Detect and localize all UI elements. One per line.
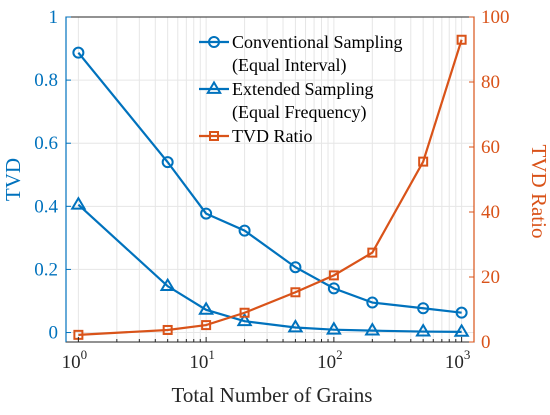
data-point-square (328, 270, 339, 281)
right-y-tick-label: 60 (481, 137, 500, 158)
right-y-tick-label: 0 (481, 332, 491, 353)
left-y-tick-label: 0 (49, 323, 59, 344)
right-y-tick-label: 100 (481, 7, 510, 28)
data-point-square (418, 156, 429, 167)
series-extended-sampling (70, 196, 470, 337)
left-y-tick-label: 0.8 (34, 70, 58, 91)
data-point-circle (289, 261, 302, 274)
data-point-circle (455, 306, 468, 319)
series-layer (70, 34, 470, 340)
left-y-tick-label: 1 (49, 7, 59, 28)
data-point-triangle (453, 323, 470, 337)
legend: Conventional Sampling (Equal Interval) Ext… (199, 32, 403, 146)
x-tick-label: 101 (189, 347, 215, 373)
series-conventional-sampling (72, 46, 468, 319)
left-y-tick-label: 0.6 (34, 133, 58, 154)
legend-label-conventional-sampling: (Equal Interval) (232, 55, 346, 76)
data-point-circle (161, 156, 174, 169)
x-axis-title: Total Number of Grains (172, 383, 373, 407)
right-y-tick-label: 40 (481, 202, 500, 223)
data-point-circle (417, 302, 430, 315)
ticks: 0 0.2 0.4 0.6 0.8 1 0 20 40 60 80 100 100 101 102 103 (34, 7, 509, 373)
data-point-square (239, 307, 250, 318)
series-tvd-ratio (73, 34, 467, 340)
left-y-tick-label: 0.4 (34, 196, 58, 217)
data-point-triangle (325, 321, 342, 335)
data-point-square (201, 320, 212, 331)
data-point-circle (72, 46, 85, 59)
data-point-square (162, 324, 173, 335)
data-point-triangle (415, 323, 432, 337)
data-point-circle (327, 282, 340, 295)
data-point-triangle (70, 196, 87, 210)
data-point-square (367, 247, 378, 258)
right-y-tick-label: 20 (481, 267, 500, 288)
x-tick-label: 103 (445, 347, 471, 373)
legend-label-extended-sampling: Extended Sampling (232, 79, 373, 99)
data-point-square (209, 131, 219, 141)
series-line-tvd-ratio (78, 39, 463, 336)
data-point-square (290, 287, 301, 298)
data-point-triangle (236, 312, 253, 327)
legend-label-extended-sampling: (Equal Frequency) (232, 102, 366, 123)
data-point-circle (238, 224, 251, 237)
data-point-square (456, 34, 467, 45)
right-axis-title: TVD Ratio (527, 145, 550, 239)
data-point-triangle (206, 80, 222, 94)
data-point-circle (208, 36, 220, 48)
data-point-triangle (287, 319, 304, 333)
data-point-circle (366, 296, 379, 309)
legend-label-tvd-ratio: TVD Ratio (232, 126, 313, 146)
legend-label-conventional-sampling: Conventional Sampling (232, 32, 403, 52)
left-axis-title: TVD (1, 158, 25, 201)
data-point-triangle (364, 322, 381, 336)
data-point-triangle (159, 277, 176, 292)
data-point-triangle (198, 301, 215, 315)
data-point-circle (200, 207, 213, 220)
x-tick-label: 100 (62, 347, 88, 373)
right-y-tick-label: 80 (481, 72, 500, 93)
series-line-extended-sampling (77, 203, 462, 334)
series-line-conventional-sampling (77, 51, 462, 314)
x-tick-label: 102 (317, 347, 343, 373)
left-y-tick-label: 0.2 (34, 259, 58, 280)
